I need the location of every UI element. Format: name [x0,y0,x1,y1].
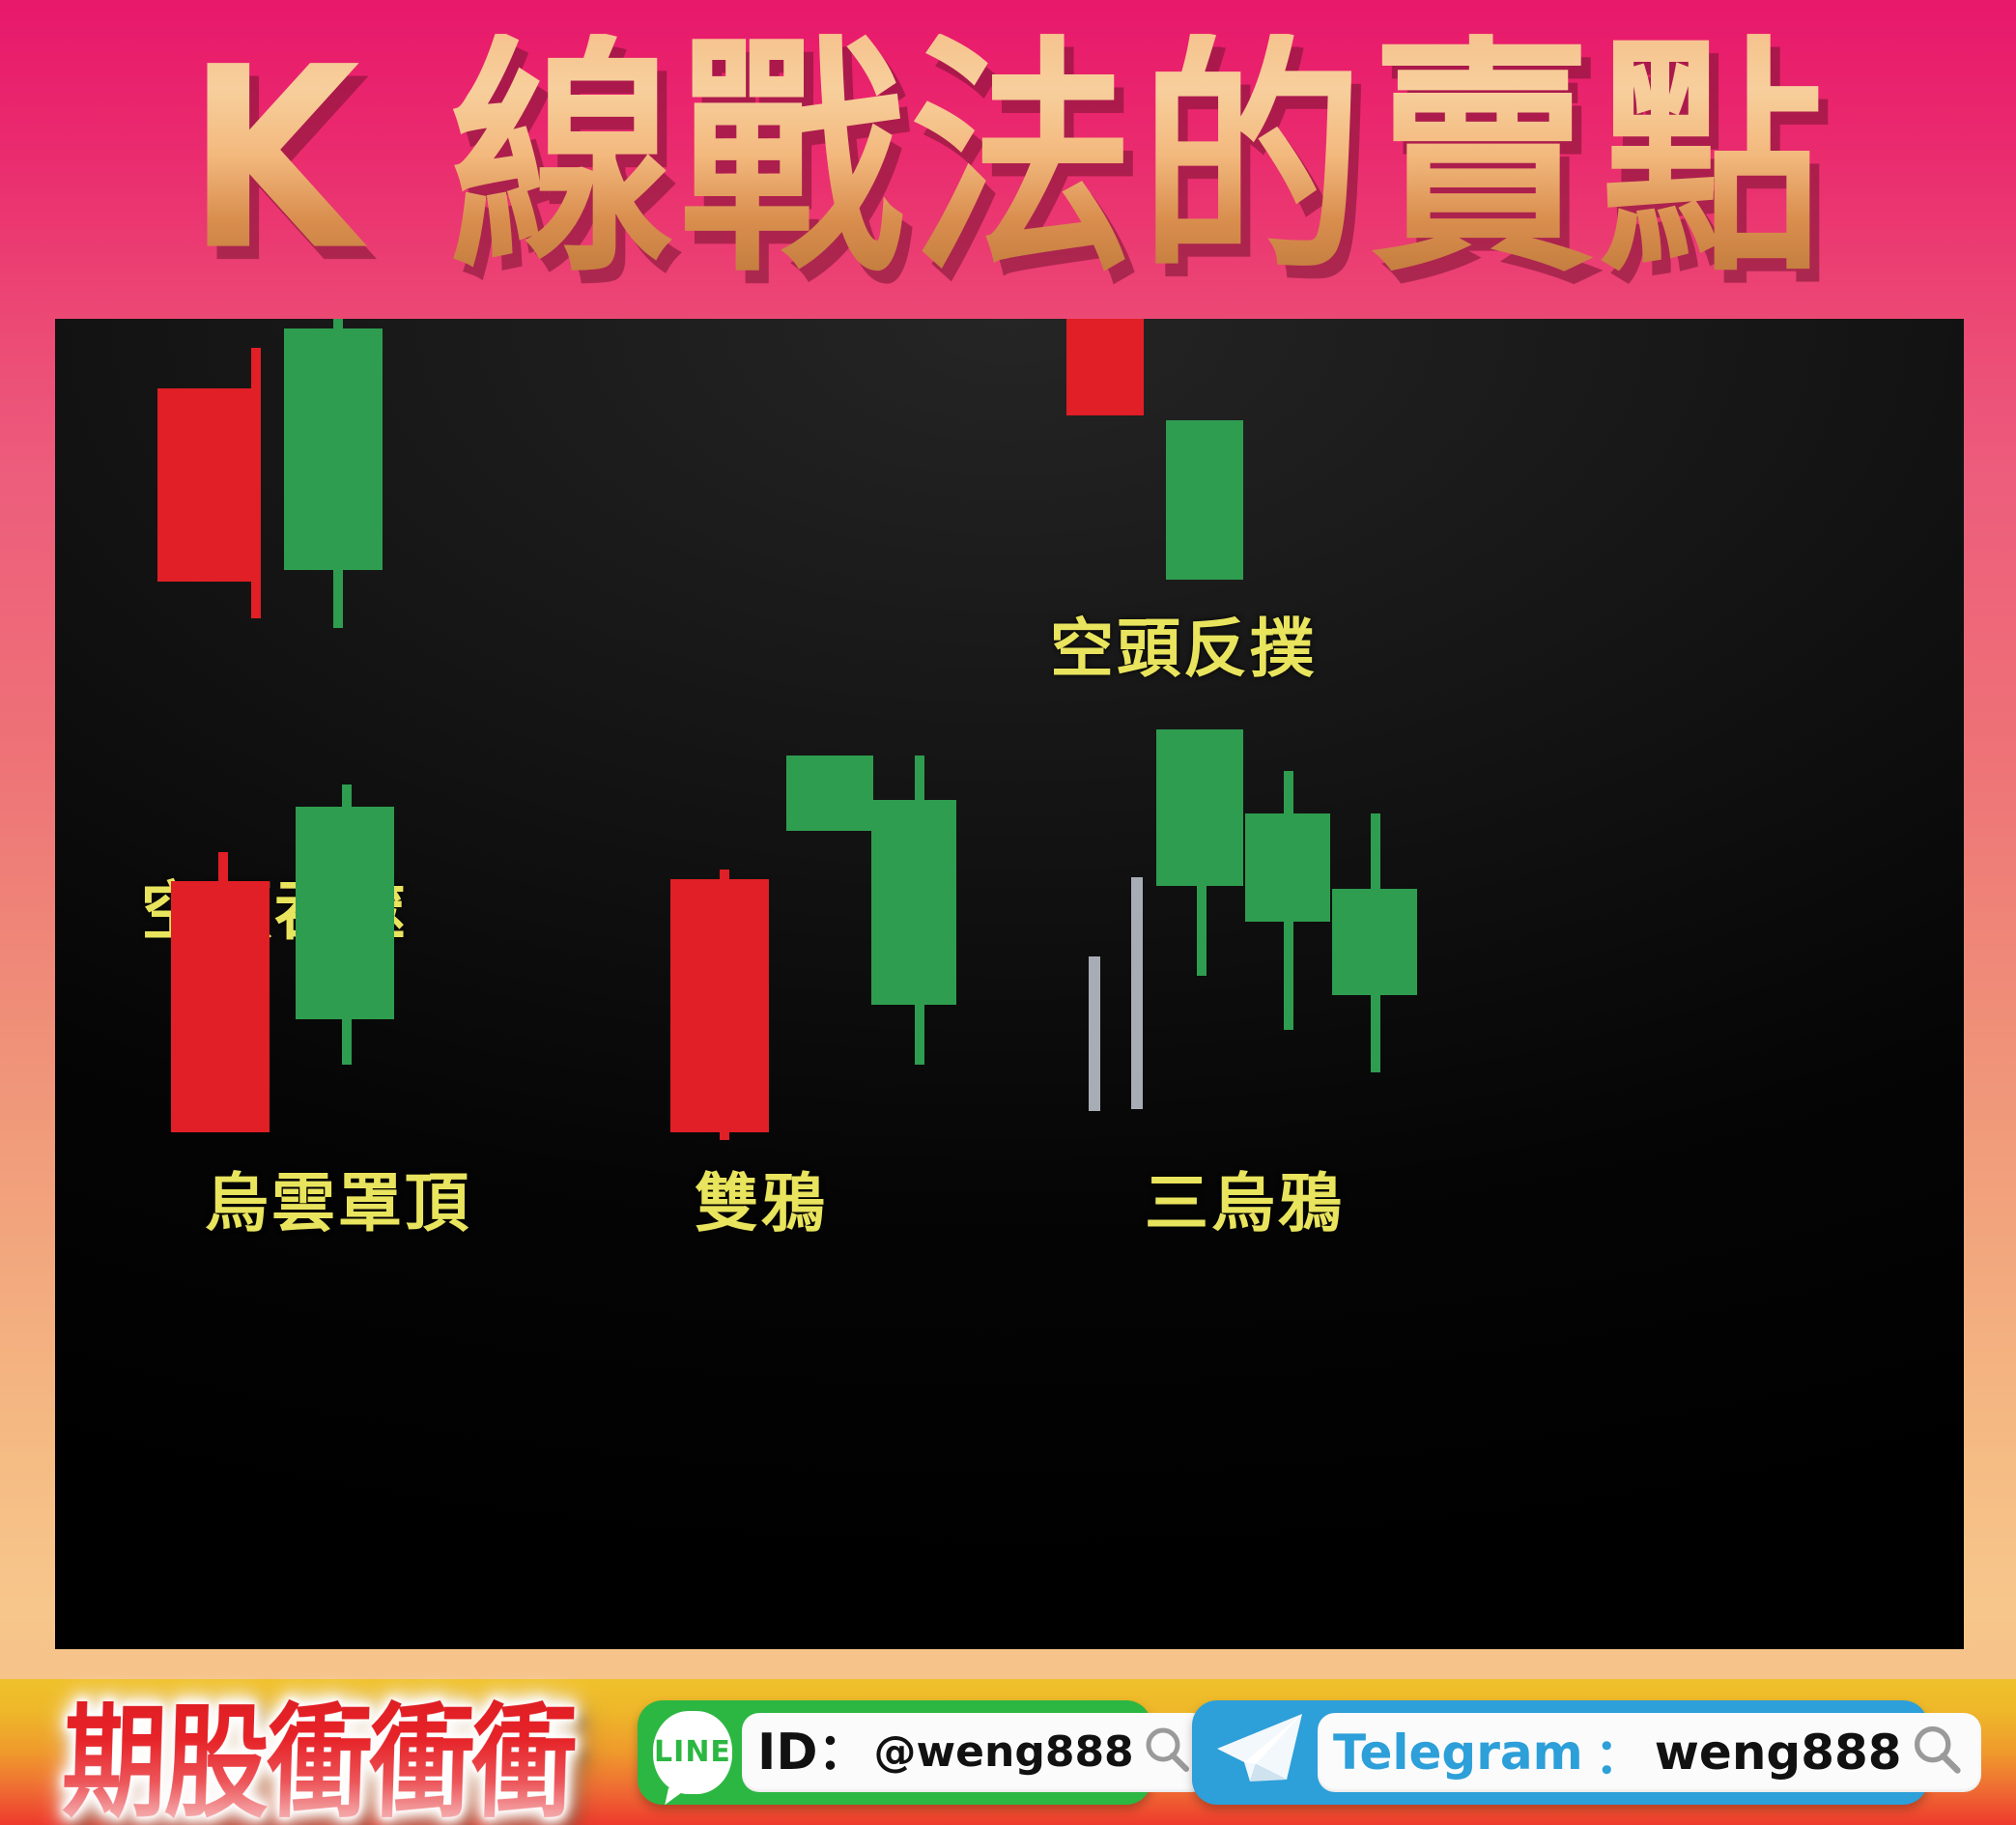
candle-body [1166,420,1243,580]
candlestick-chart-panel: 空頭吞噬 空頭反撲 烏雲罩頂 雙鴉 [55,319,1964,1649]
title-bar: K 線戰法的賣點 [0,0,2016,319]
telegram-contact-badge[interactable]: Telegram ： weng888 [1192,1699,1981,1805]
candle-body [786,756,873,831]
search-icon[interactable] [1908,1721,1966,1783]
telegram-separator: ： [1594,1728,1643,1783]
candle-body [670,879,769,1132]
candle-wick [251,348,261,618]
search-icon[interactable] [1140,1723,1194,1782]
line-id-value: @weng888 [873,1726,1134,1777]
candle-body [1332,889,1417,995]
brand-logo: 期股衝衝衝 [0,1679,638,1825]
candle-body [171,881,270,1132]
candle-body [296,807,394,1019]
telegram-value: weng888 [1654,1724,1902,1781]
line-id-field[interactable]: ID： @weng888 [742,1712,1209,1792]
footer-bar: 期股衝衝衝 LINE ID： @weng888 [0,1679,2016,1825]
line-icon: LINE [653,1710,732,1794]
candle-wick [1089,956,1100,1111]
line-id-label: ID： [757,1723,868,1782]
candle-body [157,388,254,582]
pattern-label-two-crows: 雙鴉 [695,1166,828,1240]
pattern-label-three-black-crows: 三烏鴉 [1145,1166,1345,1240]
line-icon-label: LINE [654,1735,731,1769]
page-title: K 線戰法的賣點 [186,13,1830,306]
candle-body [1245,813,1330,922]
pattern-label-bearish-counterattack: 空頭反撲 [1050,612,1317,686]
candle-body [284,328,383,570]
brand-name: 期股衝衝衝 [60,1663,577,1825]
pattern-label-dark-cloud-cover: 烏雲罩頂 [205,1166,471,1240]
telegram-id-field[interactable]: Telegram ： weng888 [1318,1712,1981,1792]
candle-wick [1131,877,1143,1109]
candle-body [1066,319,1144,415]
candle-body [1156,729,1243,886]
line-contact-badge[interactable]: LINE ID： @weng888 [638,1699,1209,1805]
telegram-label: Telegram [1333,1724,1583,1781]
candle-body [871,800,956,1005]
telegram-icon [1202,1708,1312,1796]
